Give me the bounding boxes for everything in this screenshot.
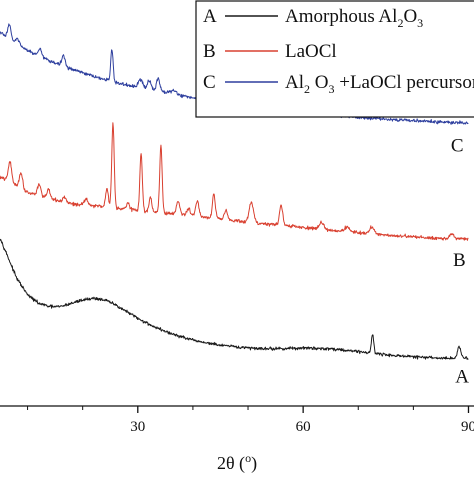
x-axis-title: 2θ (o) — [217, 451, 257, 474]
x-tick-label-60: 60 — [296, 419, 311, 435]
legend-letter-c: C — [203, 72, 216, 93]
legend-box — [195, 0, 474, 118]
curve-label-a: A — [455, 366, 469, 387]
legend-letter-a: A — [203, 6, 217, 27]
legend-label-c: Al2 O3 +LaOCl percursor — [285, 72, 474, 96]
legend-letter-b: B — [203, 41, 216, 62]
series-line-a — [0, 238, 469, 360]
legend: A Amorphous Al2O3 B LaOCl C Al2 O3 +LaOC… — [195, 0, 474, 118]
legend-entry-a: A Amorphous Al2O3 — [203, 6, 423, 30]
legend-entry-b: B LaOCl — [203, 41, 337, 62]
legend-label-a: Amorphous Al2O3 — [285, 6, 423, 30]
legend-label-b: LaOCl — [285, 41, 337, 62]
curve-label-c: C — [451, 136, 464, 157]
series-line-b — [0, 122, 469, 241]
legend-entry-c: C Al2 O3 +LaOCl percursor — [203, 72, 474, 96]
x-tick-label-30: 30 — [130, 419, 145, 435]
ticks-layer: 30 60 90 — [27, 406, 474, 435]
curve-label-layer: A B C — [451, 136, 469, 388]
curve-label-b: B — [453, 250, 466, 271]
x-tick-label-90: 90 — [461, 419, 474, 435]
